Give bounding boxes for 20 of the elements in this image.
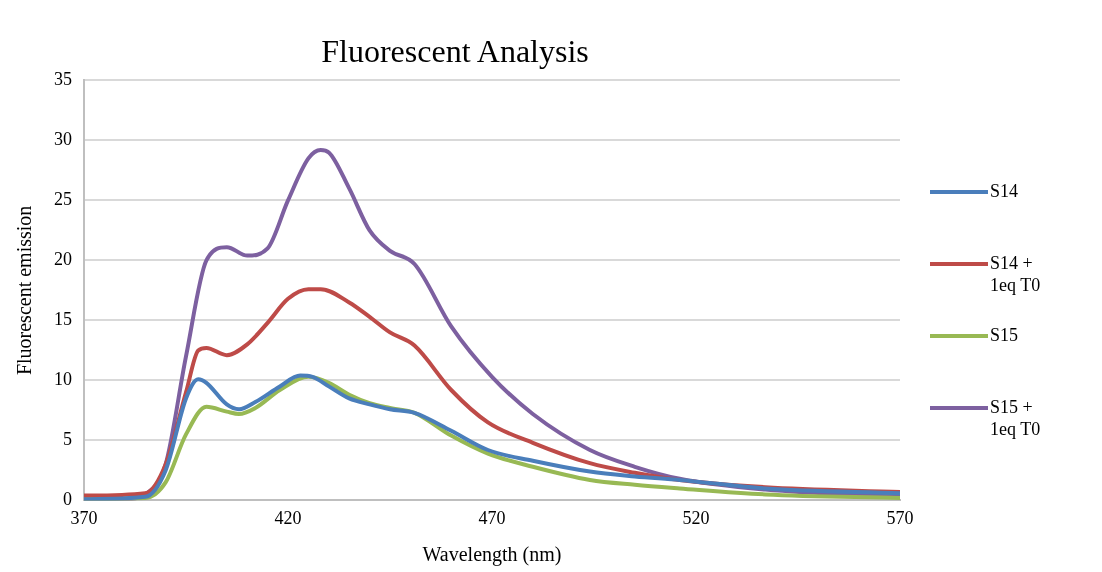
y-tick-label: 20 — [54, 249, 72, 270]
y-tick-label: 25 — [54, 189, 72, 210]
x-tick-label: 520 — [682, 507, 710, 528]
y-tick-label: 10 — [54, 369, 72, 390]
y-tick-label: 5 — [63, 429, 72, 450]
x-tick-label: 420 — [274, 507, 302, 528]
legend-label: S14 + 1eq T0 — [990, 252, 1042, 296]
x-axis-title: Wavelength (nm) — [422, 543, 562, 567]
chart-title: Fluorescent Analysis — [321, 32, 589, 69]
y-axis-title: Fluorescent emission — [13, 205, 36, 376]
x-tick-label: 470 — [478, 507, 506, 528]
y-tick-label: 30 — [54, 129, 72, 150]
y-tick-label: 35 — [54, 69, 72, 90]
y-tick-label: 0 — [63, 489, 72, 510]
legend-label: S15 + 1eq T0 — [990, 396, 1042, 440]
x-tick-label: 370 — [70, 507, 98, 528]
legend-label: S15 — [990, 324, 1019, 346]
legend-label: S14 — [990, 180, 1019, 202]
x-tick-label: 570 — [886, 507, 914, 528]
y-tick-label: 15 — [54, 309, 72, 330]
